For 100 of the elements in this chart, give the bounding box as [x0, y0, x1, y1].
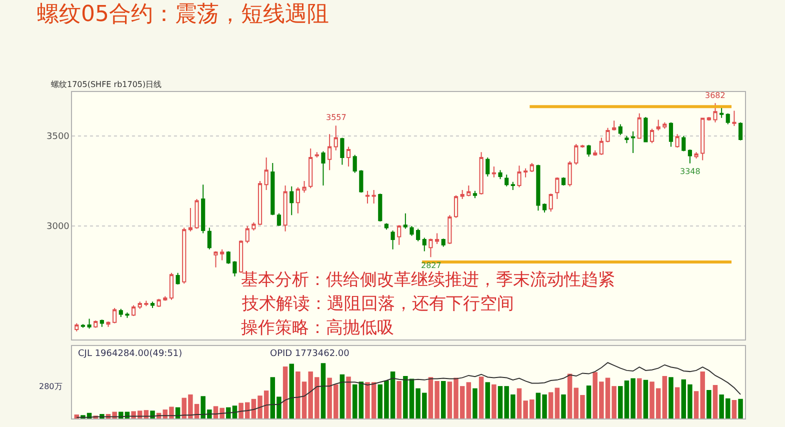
candlestick	[238, 240, 244, 274]
annotation: 技术解读：遇阻回落，还有下行空间	[241, 294, 514, 314]
candlestick	[555, 176, 560, 200]
annotation: 3682	[705, 91, 726, 100]
candlestick	[308, 148, 313, 189]
candlestick	[694, 152, 698, 159]
candlestick	[574, 144, 578, 166]
candlestick	[176, 272, 180, 286]
chart-title: 螺纹05合约：震荡，短线遇阻	[37, 2, 329, 27]
bar	[561, 394, 566, 418]
candlestick	[226, 250, 230, 264]
bar	[712, 384, 718, 418]
candlestick	[144, 300, 148, 307]
candlestick	[656, 119, 660, 132]
bar	[485, 382, 490, 418]
annotation: 操作策略：高抛低吸	[241, 318, 394, 338]
candlestick	[561, 176, 566, 186]
candlestick	[106, 320, 110, 328]
candlestick	[220, 248, 224, 261]
candlestick	[302, 180, 306, 194]
bar	[732, 400, 737, 418]
candlestick	[359, 170, 364, 194]
candlestick	[156, 298, 161, 308]
candlestick	[390, 230, 395, 250]
candlestick	[384, 222, 389, 230]
candlestick	[321, 150, 326, 186]
candlestick	[118, 308, 123, 318]
candlestick	[682, 135, 686, 152]
candlestick	[510, 181, 515, 190]
candlestick	[201, 184, 206, 234]
candlestick	[713, 102, 718, 123]
candlestick	[397, 224, 402, 246]
candlestick	[586, 144, 591, 158]
y-tick-label: 3500	[46, 132, 70, 142]
candlestick	[422, 237, 426, 252]
bar	[674, 387, 680, 418]
candlestick	[416, 228, 420, 242]
text: OPID 1773462.00	[270, 349, 350, 359]
bar	[320, 363, 326, 418]
candlestick	[675, 134, 680, 148]
candlestick	[542, 202, 547, 213]
candlestick	[650, 128, 654, 144]
candlestick	[738, 122, 743, 141]
candlestick	[403, 212, 408, 230]
candlestick	[536, 164, 540, 212]
bar	[567, 374, 572, 418]
text: 280万	[39, 382, 62, 391]
bar	[352, 384, 358, 418]
candlestick	[132, 304, 136, 317]
bar	[554, 388, 560, 418]
candlestick	[94, 320, 98, 328]
candlestick	[252, 222, 256, 231]
candlestick	[548, 193, 553, 212]
candlestick	[472, 190, 478, 199]
candlestick	[264, 157, 268, 190]
candlestick	[163, 296, 168, 302]
candlestick	[182, 227, 186, 284]
candlestick	[328, 134, 332, 171]
candlestick	[644, 116, 648, 143]
candlestick	[466, 184, 471, 197]
bar	[441, 381, 446, 418]
candlestick	[365, 190, 370, 204]
bar	[396, 381, 402, 418]
bar	[466, 382, 472, 418]
candlestick	[214, 250, 218, 268]
candlestick	[258, 180, 262, 226]
candlestick	[112, 307, 117, 324]
candlestick	[486, 157, 490, 177]
candlestick	[668, 122, 674, 148]
candlestick	[435, 232, 440, 245]
bar	[346, 376, 351, 418]
candlestick	[688, 148, 692, 164]
candlestick	[441, 238, 446, 248]
candlestick	[125, 312, 130, 318]
bar	[472, 388, 478, 418]
candlestick	[169, 272, 174, 300]
annotation: 2827	[421, 261, 442, 270]
candlestick	[138, 301, 142, 310]
annotation: 3557	[326, 113, 346, 122]
bar	[662, 376, 668, 418]
candlestick	[524, 168, 528, 178]
candlestick	[372, 189, 376, 204]
candlestick	[100, 319, 104, 328]
candlestick	[378, 193, 382, 222]
candlestick	[352, 154, 357, 174]
candlestick	[726, 112, 730, 125]
candlestick	[606, 127, 610, 143]
bar	[358, 382, 364, 418]
annotation: 3348	[680, 167, 700, 176]
candlestick	[410, 225, 414, 236]
candlestick	[492, 166, 496, 178]
bar	[289, 364, 294, 418]
candlestick	[276, 212, 282, 226]
candlestick	[283, 184, 288, 232]
candlestick	[188, 207, 193, 232]
candlestick	[479, 152, 484, 195]
candlestick	[530, 162, 534, 172]
bar	[706, 390, 712, 418]
candlestick	[346, 146, 351, 168]
candlestick	[662, 122, 667, 130]
